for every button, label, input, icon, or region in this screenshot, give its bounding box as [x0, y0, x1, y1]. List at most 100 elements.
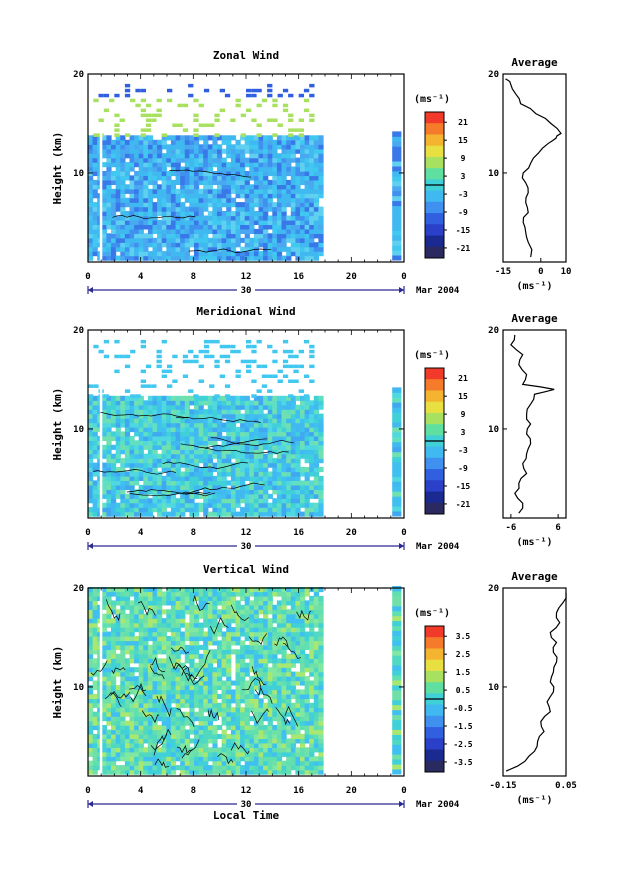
heatmap-cell	[166, 609, 171, 614]
heatmap-cell	[153, 725, 158, 730]
heatmap-cell	[314, 503, 319, 508]
heatmap-cell	[162, 596, 167, 601]
heatmap-cell	[88, 216, 93, 221]
heatmap-cell	[208, 144, 213, 149]
heatmap-cell	[277, 476, 282, 481]
heatmap-cell	[157, 189, 162, 194]
colorbar-tick-label: -21	[456, 244, 471, 253]
heatmap-cell	[125, 233, 130, 238]
heatmap-cell	[309, 202, 314, 207]
heatmap-cell	[88, 242, 93, 247]
colorbar-tick-label: -9	[458, 208, 468, 217]
heatmap-cell	[208, 667, 213, 672]
heatmap-cell	[288, 119, 293, 123]
heatmap-cell	[111, 400, 116, 405]
heatmap-cell	[309, 135, 314, 140]
heatmap-cell	[176, 645, 181, 650]
heatmap-cell	[130, 614, 135, 619]
heatmap-cell	[166, 396, 171, 401]
heatmap-cell	[314, 242, 319, 247]
heatmap-cell	[263, 640, 268, 645]
heatmap-cell	[143, 752, 148, 757]
heatmap-cell	[120, 256, 125, 261]
heatmap-cell	[263, 614, 268, 619]
heatmap-cell	[199, 440, 204, 445]
heatmap-cell	[245, 609, 250, 614]
heatmap-cell	[263, 685, 268, 690]
heatmap-cell	[212, 189, 217, 194]
heatmap-cell	[259, 211, 264, 216]
heatmap-cell	[93, 721, 98, 726]
heatmap-cell	[277, 676, 282, 681]
heatmap-cell	[392, 191, 401, 196]
heatmap-cell	[254, 463, 259, 468]
heatmap-cell	[180, 681, 185, 686]
heatmap-cell	[125, 405, 130, 410]
heatmap-cell	[194, 207, 199, 212]
heatmap-cell	[254, 405, 259, 410]
heatmap-cell	[193, 119, 198, 123]
heatmap-cell	[102, 618, 107, 623]
heatmap-cell	[282, 153, 287, 158]
heatmap-cell	[106, 220, 111, 225]
heatmap-cell	[254, 458, 259, 463]
heatmap-cell	[171, 238, 176, 243]
heatmap-cell	[262, 384, 267, 388]
heatmap-cell	[272, 636, 277, 641]
heatmap-cell	[245, 654, 250, 659]
heatmap-cell	[263, 761, 268, 766]
heatmap-cell	[120, 431, 125, 436]
heatmap-cell	[153, 449, 158, 454]
heatmap-cell	[286, 224, 291, 229]
heatmap-cell	[314, 251, 319, 256]
heatmap-cell	[236, 216, 241, 221]
heatmap-cell	[208, 640, 213, 645]
heatmap-cell	[240, 721, 245, 726]
heatmap-cell	[134, 171, 139, 176]
heatmap-cell	[240, 489, 245, 494]
heatmap-cell	[93, 512, 98, 517]
heatmap-cell	[300, 207, 305, 212]
heatmap-cell	[259, 400, 264, 405]
heatmap-cell	[392, 496, 401, 501]
heatmap-cell	[203, 676, 208, 681]
heatmap-cell	[245, 489, 250, 494]
heatmap-cell	[203, 667, 208, 672]
heatmap-cell	[392, 472, 401, 477]
heatmap-cell	[148, 689, 153, 694]
heatmap-cell	[268, 480, 273, 485]
heatmap-cell	[120, 627, 125, 632]
heatmap-cell	[263, 770, 268, 775]
heatmap-cell	[199, 436, 204, 441]
panel-title: Meridional Wind	[196, 305, 295, 318]
heatmap-cell	[194, 140, 199, 145]
heatmap-cell	[93, 149, 98, 154]
heatmap-cell	[268, 472, 273, 477]
heatmap-cell	[157, 256, 162, 261]
heatmap-cell	[231, 614, 236, 619]
heatmap-cell	[143, 405, 148, 410]
heatmap-cell	[277, 445, 282, 450]
heatmap-cell	[199, 414, 204, 419]
heatmap-cell	[249, 449, 254, 454]
heatmap-cell	[125, 765, 130, 770]
heatmap-cell	[143, 681, 148, 686]
heatmap-cell	[222, 663, 227, 668]
heatmap-cell	[116, 256, 121, 261]
heatmap-cell	[99, 94, 104, 98]
heatmap-cell	[272, 627, 277, 632]
heatmap-cell	[185, 162, 190, 167]
heatmap-cell	[259, 725, 264, 730]
heatmap-cell	[240, 211, 245, 216]
heatmap-cell	[231, 476, 236, 481]
heatmap-cell	[157, 436, 162, 441]
heatmap-cell	[236, 685, 241, 690]
heatmap-cell	[106, 667, 111, 672]
heatmap-cell	[295, 251, 300, 256]
heatmap-cell	[240, 596, 245, 601]
heatmap-cell	[203, 761, 208, 766]
heatmap-cell	[254, 770, 259, 775]
heatmap-cell	[272, 445, 277, 450]
heatmap-cell	[194, 716, 199, 721]
heatmap-cell	[203, 238, 208, 243]
